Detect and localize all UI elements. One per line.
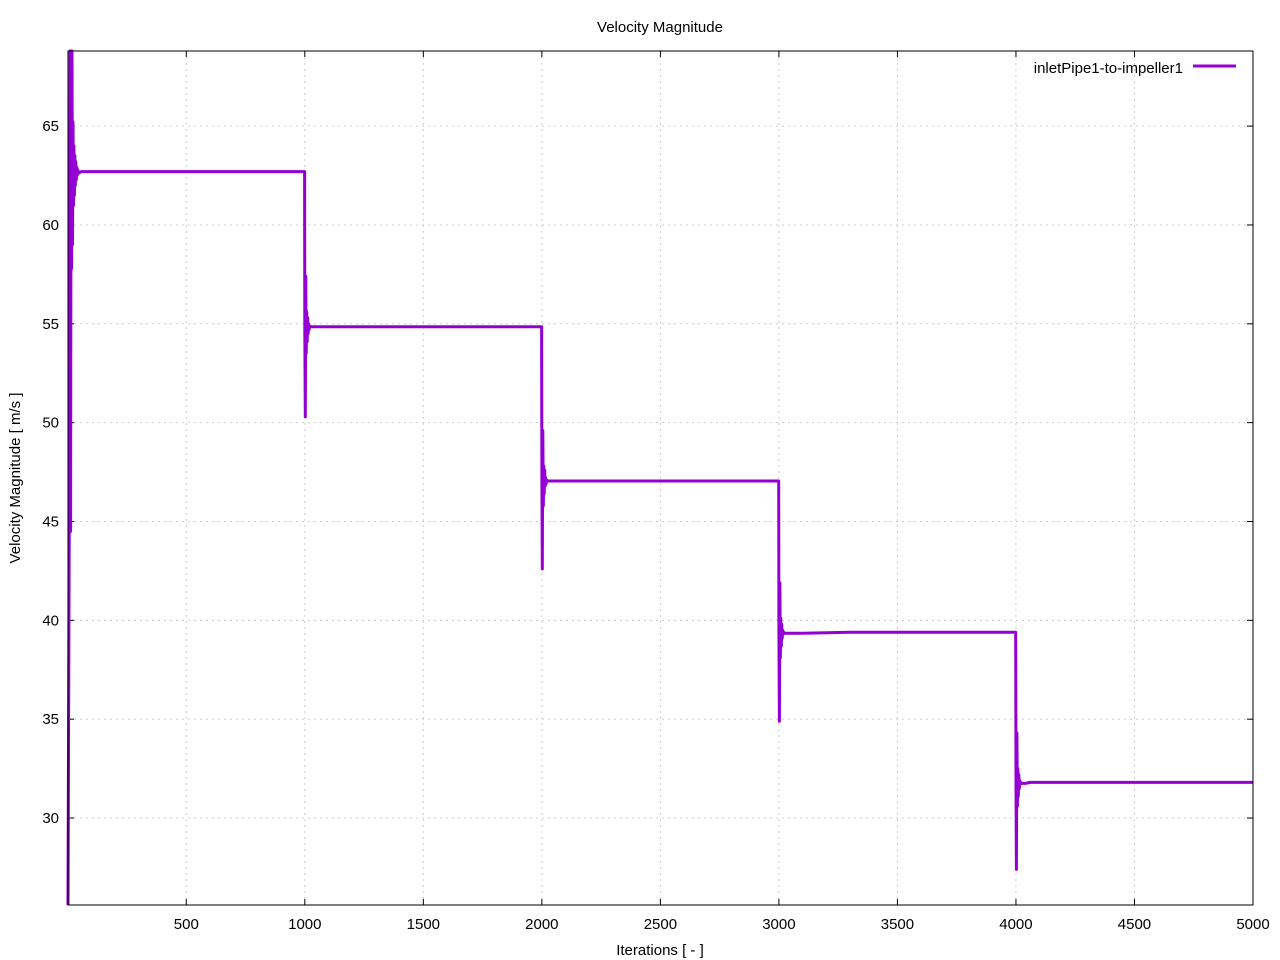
x-tick-label: 1000	[288, 916, 321, 933]
y-tick-label: 65	[42, 118, 59, 135]
plot-frame	[67, 50, 1254, 906]
x-tick-label: 3000	[762, 916, 795, 933]
y-axis-label: Velocity Magnitude [ m/s ]	[7, 393, 24, 564]
y-tick-label: 35	[42, 711, 59, 728]
x-tick-label: 2000	[525, 916, 558, 933]
axis-ticks: 500 1000 1500 2000 2500 3000 3500 4000 4500 5000 3…	[42, 51, 1270, 933]
chart-title: Velocity Magnitude	[597, 19, 723, 36]
x-tick-label: 4000	[999, 916, 1032, 933]
legend: inletPipe1-to-impeller1	[1034, 60, 1236, 77]
y-tick-label: 30	[42, 810, 59, 827]
legend-label: inletPipe1-to-impeller1	[1034, 60, 1183, 77]
x-tick-label: 500	[174, 916, 199, 933]
series-layer	[66, 49, 1253, 906]
x-axis-label: Iterations [ - ]	[616, 942, 704, 959]
y-tick-label: 45	[42, 513, 59, 530]
x-tick-label: 1500	[407, 916, 440, 933]
y-tick-label: 40	[42, 612, 59, 629]
x-tick-label: 4500	[1118, 916, 1151, 933]
series-line-0	[66, 49, 1253, 906]
y-tick-label: 60	[42, 217, 59, 234]
y-tick-label: 55	[42, 316, 59, 333]
x-tick-label: 5000	[1236, 916, 1269, 933]
x-tick-label: 3500	[881, 916, 914, 933]
y-tick-label: 50	[42, 415, 59, 432]
x-tick-label: 2500	[644, 916, 677, 933]
